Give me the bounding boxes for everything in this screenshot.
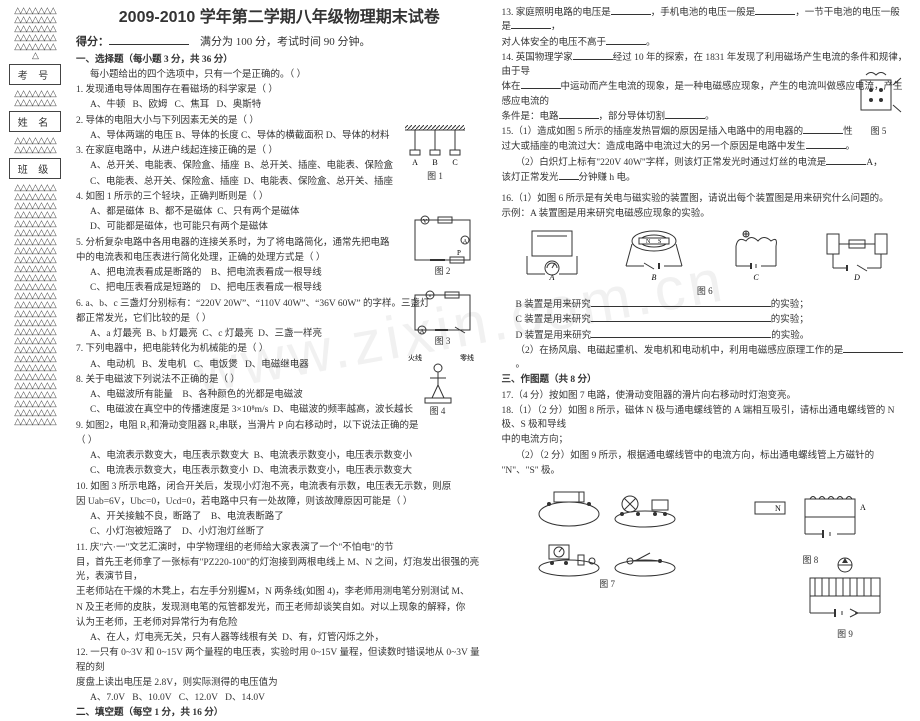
svg-text:B: B [651,273,656,281]
fig6-c: C [716,226,796,281]
section1-title: 一、选择题（每小题 3 分，共 36 分） [76,53,483,67]
fig6-label: 图 6 [502,285,909,299]
triangle-border-bottom: △△△△△△△△△△△△△△△△△△△△△△△△△△△△△△△△△△△△△△△△… [14,183,55,426]
svg-text:A: A [463,239,468,245]
score-line: 得分： 满分为 100 分，考试时间 90 分钟。 [76,34,483,51]
q16: 16.（1）如图 6 所示是有关电与磁实验的装置图，请说出每个装置图是用来研究什… [502,192,909,206]
section2-title: 二、填空题（每空 1 分，共 16 分） [76,706,483,720]
figure-2: VAP 图 2 [410,215,475,279]
q1: 1. 发现通电导体周围存在看磁场的科学家是（ ） [76,83,483,97]
q9: 9. 如图2，电阻 R₁和滑动变阻器 R₂串联，当滑片 P 向右移动时，以下说法… [76,419,483,433]
q13d: 对人体安全的电压不高于。 [502,36,909,50]
q11b: 王老师站在干燥的木凳上，右左手分别握M，N 两条线(如图 4)，李老师用测电笔分… [76,585,483,599]
q16b: 示例：A 装置图是用来研究电磁感应现象的实验。 [502,207,909,221]
svg-text:A: A [860,503,866,512]
svg-text:A: A [412,158,418,167]
svg-text:N: N [646,239,651,245]
q15b: 过大或插座的电流过大：造成电路中电流过大的另一个原因是电路中发生。 [502,140,909,154]
q9b: A、电流表示数变大，电压表示数变大 B、电流表示数变小，电压表示数变小 [76,449,483,463]
svg-text:火线: 火线 [408,353,422,362]
q17: 17.（4 分）按如图 7 电路，使滑动变阻器的滑片向右移动时灯泡变亮。 [502,389,909,403]
svg-text:A: A [549,273,555,281]
fig6-a: A [512,226,592,281]
section3-title: 三、作图题（共 8 分） [502,373,909,387]
page: △△△△△△△△△△△△△△△△△△△△△△△△△△△△△△△△△△△△ 考 号… [0,0,920,651]
class-box: 班 级 [9,158,62,179]
q10b: A、开关接触不良，断路了 B、电流表断路了 [76,510,483,524]
q11e: A、在人，灯电亮无关，只有人器等线根有关 D、有，灯管闪烁之外， [76,631,483,645]
figure-1: ABC 图 1 [400,125,470,184]
svg-text:C: C [452,158,457,167]
q15d: 该灯正常发光分钟赚 h 电。 [502,171,909,185]
svg-text:V: V [423,219,428,225]
left-column: 2009-2010 学年第二学期八年级物理期末试卷 得分： 满分为 100 分，… [70,0,496,651]
figure-7-group: 图 7 [534,484,680,592]
fig6-b: N S B [614,226,694,281]
svg-text:D: D [853,273,860,281]
q10: 10. 如图 3 所示电路，闭合开关后，发现小灯泡不亮，电流表有示数，电压表无示… [76,480,483,494]
svg-text:×: × [428,294,431,300]
q16e: D 装置是用来研究的实验。 [502,329,909,343]
score-label: 得分： [76,36,109,48]
q13: 13. 家庭照明电路的电压是，手机电池的电压一般是，一节干电池的电压一般是， [502,6,909,35]
q11a: 目，首先王老师拿了一张标有"PZ220-100"的灯泡接到两根电线上 M、N 之… [76,556,483,585]
triangle-border: △△△△△△△△△△△△△△ [14,136,55,154]
exam-title: 2009-2010 学年第二学期八年级物理期末试卷 [76,6,483,30]
figure-3: ×A 图 3 [410,290,475,349]
q10d: C、小灯泡被短路了 D、小灯泡灯丝断了 [76,525,483,539]
q15: 15.（1）造成如图 5 所示的插座发热冒烟的原因是插入电路中的用电器的性 [502,125,909,139]
svg-text:A: A [420,329,425,335]
q18c: （2）（2 分）如图 9 所示，根据通电螺线管中的电流方向，标出通电螺线管上方磁… [502,449,909,463]
q12a: 度盘上读出电压是 2.8V，则实际测得的电压值为 [76,676,483,690]
q10a: 因 Uab=6V，Ubc=0，Ucd=0，若电路中只有一处故障，则该故障原因可能… [76,495,483,509]
q18b: 中的电流方向； [502,433,909,447]
binding-column: △△△△△△△△△△△△△△△△△△△△△△△△△△△△△△△△△△△△ 考 号… [0,0,70,651]
content-columns: 2009-2010 学年第二学期八年级物理期末试卷 得分： 满分为 100 分，… [70,0,920,651]
q11: 11. 庆"六·一"文艺汇演时，中学物理组的老师给大家表演了一个"不怕电"的节 [76,541,483,555]
svg-text:N: N [775,504,781,513]
q11d: 认为王老师，王老师对异常行为有危险 [76,616,483,630]
q14: 14. 英国物理学家经过 10 年的探索，在 1831 年发现了利用磁场产生电流… [502,51,909,80]
q16d: C 装置是用来研究的实验； [502,313,909,327]
svg-text:P: P [457,249,461,257]
figure-5: 图 5 [851,70,906,139]
triangle-border: △△△△△△△△△△△△△△ [14,89,55,107]
q9a: （ ） [76,434,483,448]
q12opts: A、7.0V B、10.0V C、12.0V D、14.0V [76,691,483,705]
q18d: "N"、"S" 极。 [502,464,909,478]
svg-text:B: B [432,158,437,167]
exam-number-box: 考 号 [9,64,62,85]
svg-text:零线: 零线 [460,353,474,362]
q9d: C、电流表示数变大，电压表示数变小 D、电流表示数变小，电压表示数变大 [76,464,483,478]
q11c: N 及王老师的皮肤，发现测电笔的氖管都发光，而王老师却谈笑自如。对以上现象的解释… [76,601,483,615]
triangle-border-top: △△△△△△△△△△△△△△△△△△△△△△△△△△△△△△△△△△△△ [14,6,55,60]
q16c: B 装置是用来研究的实验； [502,298,909,312]
right-column: 13. 家庭照明电路的电压是，手机电池的电压一般是，一节干电池的电压一般是， 对… [496,0,920,651]
q18: 18.（1）（2 分）如图 8 所示，磁体 N 极与通电螺线管的 A 端相互吸引… [502,404,909,433]
figure-6-row: A N S B C D [502,226,909,281]
q16g: （2）在扬风扇、电磁起重机、发电机和电动机中，利用电磁感应原理工作的是。 [502,344,909,373]
score-note: 满分为 100 分，考试时间 90 分钟。 [200,36,371,48]
name-box: 姓 名 [9,111,62,132]
q1-options: A、牛顿 B、欧姆 C、焦耳 D、奥斯特 [76,98,483,112]
q4: 4. 如图 1 所示的三个轻块，正确判断则是（ ） [76,190,483,204]
figure-9: 图 9 [790,553,900,642]
svg-text:S: S [658,239,661,245]
section1-intro: 每小题给出的四个选项中，只有一个是正确的。（ ） [76,68,483,82]
q14c: 体在中运动而产生电流的现象，是一种电磁感应现象，产生的电流叫做感应电流，产生感应… [502,80,909,109]
q14e: 条件是：电路，部分导体切割。 [502,110,909,124]
fig6-d: D [817,226,897,281]
q15c: （2）白炽灯上标有"220V 40W"字样，则该灯正常发光时通过灯丝的电流是A， [502,156,909,170]
svg-text:C: C [753,273,759,281]
figure-4: 火线零线 图 4 [400,350,475,419]
